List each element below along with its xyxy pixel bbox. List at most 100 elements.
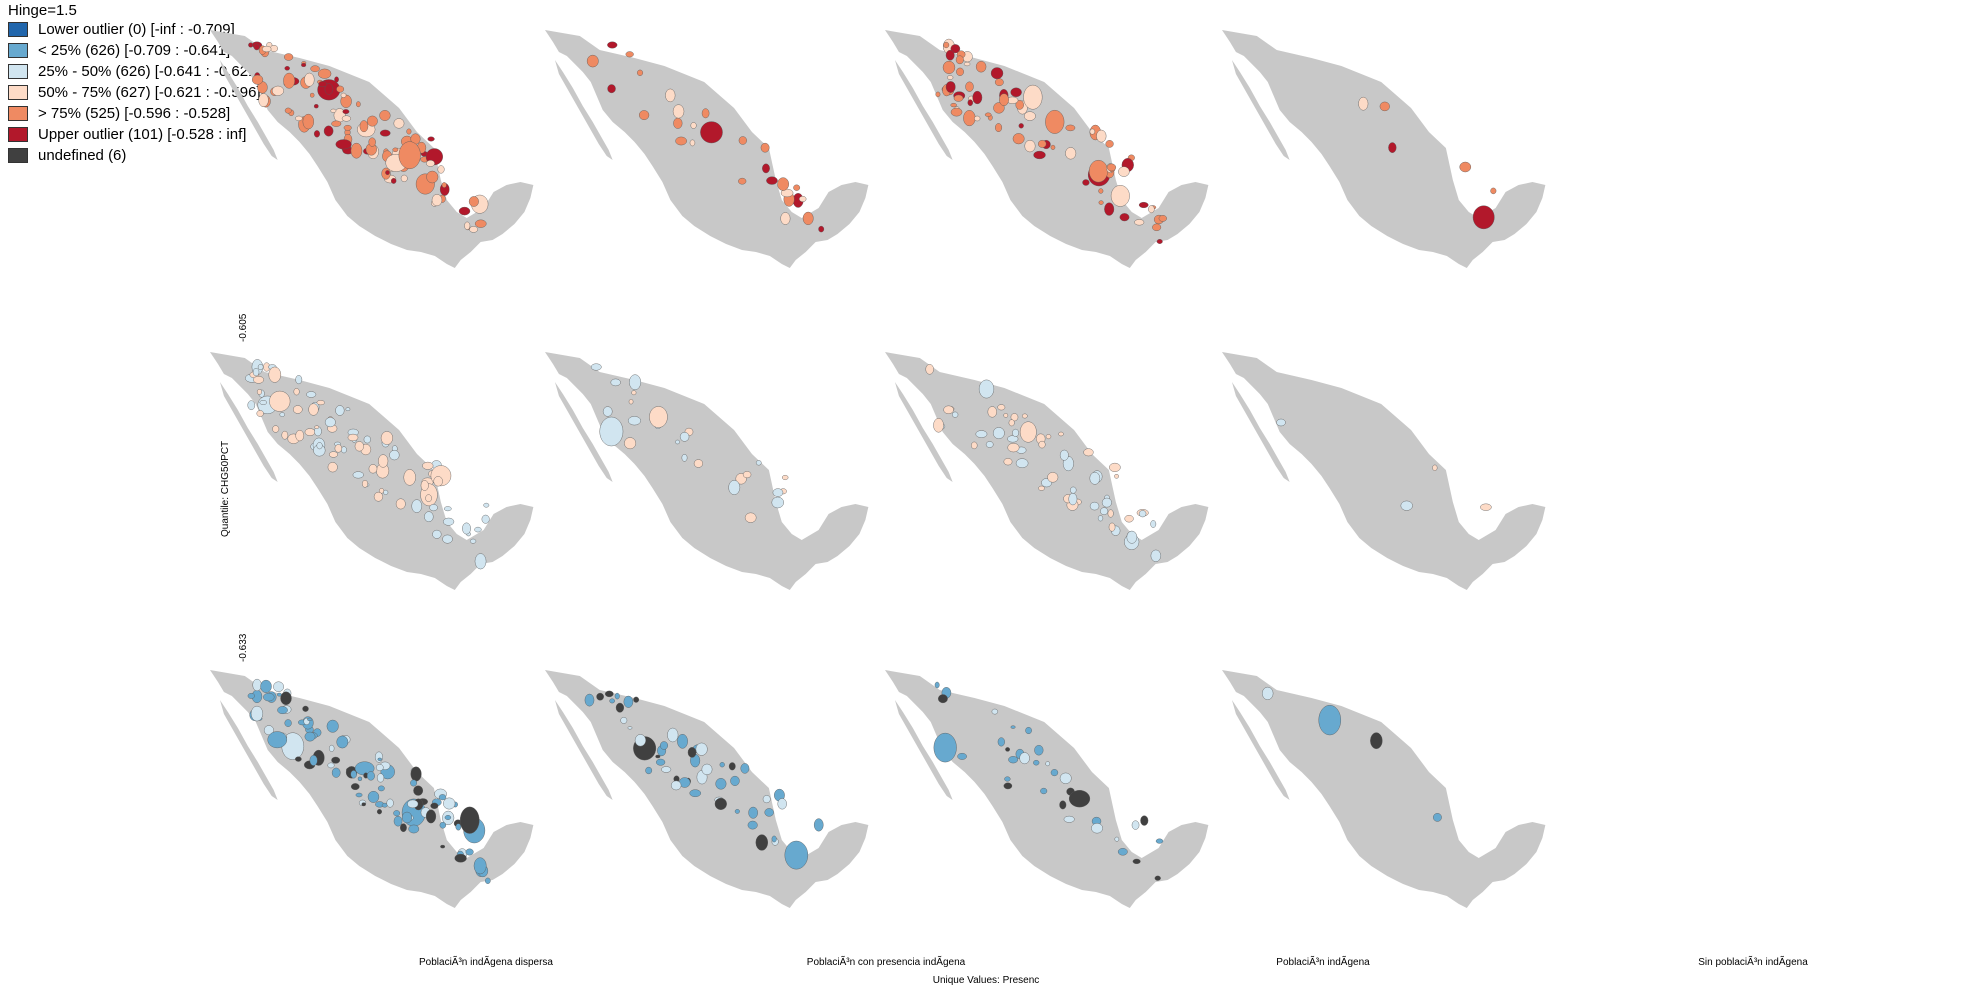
municipality-patch xyxy=(400,174,408,183)
municipality-patch xyxy=(945,49,955,61)
municipality-patch xyxy=(377,785,385,792)
municipality-patch xyxy=(596,692,604,701)
municipality-patch xyxy=(378,454,389,468)
municipality-patch xyxy=(771,835,777,843)
legend-label: > 75% (525) [-0.596 : -0.528] xyxy=(38,105,231,122)
municipality-patch xyxy=(1150,520,1157,528)
municipality-patch xyxy=(383,489,389,495)
municipality-patch xyxy=(760,142,770,153)
municipality-patch xyxy=(272,425,280,433)
municipality-patch xyxy=(283,72,295,89)
municipality-patch xyxy=(942,60,956,74)
map-legend: Hinge=1.5 Lower outlier (0) [-inf : -0.7… xyxy=(8,0,261,166)
legend-item: undefined (6) xyxy=(8,145,261,166)
municipality-patch xyxy=(1138,201,1149,208)
map-panel xyxy=(885,670,1209,908)
municipality-patch xyxy=(1104,202,1115,216)
municipality-patch xyxy=(1110,185,1130,207)
municipality-patch xyxy=(410,766,422,782)
municipality-patch xyxy=(780,188,794,198)
municipality-patch xyxy=(1100,507,1109,515)
municipality-patch xyxy=(607,84,616,94)
municipality-patch xyxy=(256,389,262,395)
municipality-patch xyxy=(393,815,403,827)
municipality-patch xyxy=(273,681,284,692)
municipality-patch xyxy=(375,763,384,771)
municipality-patch xyxy=(316,400,325,406)
y-axis-title: Quantile: CHG50PCT xyxy=(220,440,231,537)
municipality-patch xyxy=(318,81,328,88)
municipality-patch xyxy=(689,139,696,147)
municipality-patch xyxy=(406,128,412,135)
municipality-patch xyxy=(1012,133,1025,145)
municipality-patch xyxy=(744,512,757,523)
municipality-patch xyxy=(1138,510,1147,518)
map-panel xyxy=(1222,30,1546,268)
municipality-patch xyxy=(1034,744,1044,756)
municipality-patch xyxy=(1388,142,1397,153)
municipality-patch xyxy=(1047,472,1059,483)
municipality-patch xyxy=(1480,503,1492,511)
municipality-patch xyxy=(335,139,352,150)
municipality-patch xyxy=(444,506,452,512)
municipality-patch xyxy=(971,441,978,450)
municipality-patch xyxy=(1045,110,1065,134)
municipality-patch xyxy=(1089,472,1101,485)
municipality-patch xyxy=(609,698,615,704)
municipality-patch xyxy=(342,109,350,115)
municipality-patch xyxy=(376,809,382,815)
municipality-patch xyxy=(990,67,1004,80)
municipality-patch xyxy=(992,427,1005,440)
municipality-patch xyxy=(1154,875,1161,881)
municipality-patch xyxy=(277,706,288,714)
municipality-patch xyxy=(309,755,318,766)
municipality-patch xyxy=(379,110,391,121)
municipality-patch xyxy=(1038,485,1045,491)
municipality-patch xyxy=(1008,756,1019,764)
municipality-patch xyxy=(1024,139,1036,153)
municipality-patch xyxy=(313,104,319,109)
municipality-patch xyxy=(1096,129,1107,143)
municipality-patch xyxy=(458,206,471,216)
municipality-patch xyxy=(1490,187,1497,195)
municipality-patch xyxy=(772,488,784,497)
municipality-patch xyxy=(1008,419,1015,427)
municipality-patch xyxy=(441,182,447,188)
country-shape xyxy=(1222,352,1546,590)
municipality-patch xyxy=(425,809,437,824)
municipality-patch xyxy=(284,719,292,727)
municipality-patch xyxy=(624,437,637,450)
municipality-patch xyxy=(645,766,653,775)
municipality-patch xyxy=(740,763,750,774)
municipality-patch xyxy=(950,102,957,108)
municipality-patch xyxy=(1108,522,1116,532)
municipality-patch xyxy=(331,120,342,127)
municipality-patch xyxy=(1019,421,1037,443)
municipality-patch xyxy=(764,808,774,817)
municipality-patch xyxy=(997,737,1005,747)
map-panel xyxy=(545,670,869,908)
municipality-patch xyxy=(637,69,644,76)
legend-item: 50% - 75% (627) [-0.621 : -0.596] xyxy=(8,82,261,103)
municipality-patch xyxy=(306,391,317,398)
municipality-patch xyxy=(701,763,713,776)
municipality-patch xyxy=(620,717,628,724)
municipality-patch xyxy=(607,41,618,49)
municipality-patch xyxy=(972,90,983,105)
municipality-patch xyxy=(689,789,702,797)
municipality-patch xyxy=(813,818,824,832)
municipality-patch xyxy=(677,734,688,749)
municipality-patch xyxy=(422,461,434,470)
municipality-patch xyxy=(469,538,477,544)
municipality-patch xyxy=(715,778,727,790)
municipality-patch xyxy=(316,442,323,450)
municipality-patch xyxy=(263,725,274,736)
municipality-patch xyxy=(1012,428,1019,437)
municipality-patch xyxy=(1150,549,1162,562)
municipality-patch xyxy=(408,824,420,834)
legend-label: Upper outlier (101) [-0.528 : inf] xyxy=(38,126,247,143)
municipality-patch xyxy=(465,848,474,856)
municipality-patch xyxy=(945,81,956,93)
municipality-patch xyxy=(1068,493,1078,506)
municipality-patch xyxy=(1033,150,1046,160)
